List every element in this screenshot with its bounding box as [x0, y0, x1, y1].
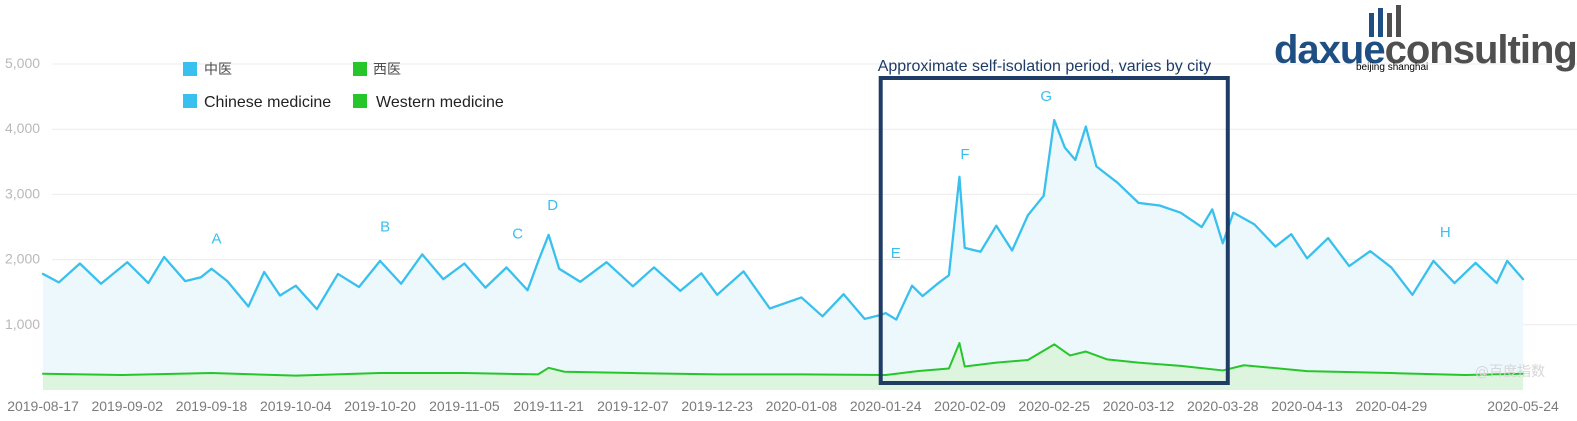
x-tick-label-2019-11-05: 2019-11-05 [429, 398, 500, 414]
self-isolation-label: Approximate self-isolation period, varie… [878, 58, 1211, 75]
x-tick-label-2020-02-09: 2020-02-09 [934, 398, 1006, 414]
brand-main-light: consulting [1385, 28, 1577, 72]
x-tick-label-2020-01-24: 2020-01-24 [850, 398, 922, 414]
logo-bar-1-icon [1369, 13, 1374, 37]
western-medicine-area [43, 343, 1523, 390]
logo-bar-3-icon [1387, 13, 1392, 37]
annotation-e: E [891, 245, 901, 262]
legend: 中医 西医 Chinese medicine Western medicine [183, 62, 504, 111]
x-tick-label-2020-02-25: 2020-02-25 [1018, 398, 1090, 414]
x-tick-label-2019-12-07: 2019-12-07 [597, 398, 669, 414]
logo-bar-2-icon [1378, 8, 1383, 37]
annotation-g: G [1040, 88, 1052, 105]
x-ticks-layer: 2019-08-17 2019-09-02 2019-09-18 2019-10-04… [7, 398, 1559, 414]
y-tick-label-3000: 3,000 [5, 185, 40, 201]
annotation-b: B [380, 219, 390, 236]
x-tick-label-2020-04-29: 2020-04-29 [1356, 398, 1428, 414]
x-tick-label-2019-09-02: 2019-09-02 [91, 398, 163, 414]
legend-swatch-western-cn [353, 62, 367, 76]
annotation-d: D [547, 197, 558, 214]
lines-layer [41, 118, 1525, 377]
y-ticks-layer: 1,000 2,000 3,000 4,000 5,000 [5, 55, 40, 332]
fills-layer [43, 120, 1523, 390]
legend-label-western-cn: 西医 [373, 62, 401, 78]
x-tick-label-2019-08-17: 2019-08-17 [7, 398, 79, 414]
x-tick-label-2020-03-28: 2020-03-28 [1187, 398, 1259, 414]
annotation-a: A [212, 230, 222, 247]
y-tick-label-5000: 5,000 [5, 55, 40, 71]
annotation-layer: A B C D E F G H [212, 88, 1451, 262]
annotation-f: F [960, 146, 969, 163]
x-tick-label-2020-03-12: 2020-03-12 [1103, 398, 1175, 414]
legend-label-chinese-cn: 中医 [204, 62, 232, 78]
x-tick-label-2020-01-08: 2020-01-08 [766, 398, 838, 414]
legend-swatch-western-en [353, 94, 367, 108]
x-tick-label-2020-05-24: 2020-05-24 [1487, 398, 1559, 414]
western-medicine-line [42, 342, 1524, 377]
x-tick-label-2019-12-23: 2019-12-23 [681, 398, 753, 414]
self-isolation-box [878, 76, 1230, 385]
y-tick-label-4000: 4,000 [5, 120, 40, 136]
legend-swatch-chinese-en [183, 94, 197, 108]
x-tick-label-2019-11-21: 2019-11-21 [513, 398, 584, 414]
x-tick-label-2019-10-20: 2019-10-20 [344, 398, 416, 414]
legend-swatch-chinese-cn [183, 62, 197, 76]
logo-bar-4-icon [1396, 5, 1401, 37]
brand-main-dark: daxue [1274, 28, 1385, 72]
annotation-h: H [1440, 224, 1451, 241]
x-tick-label-2020-04-13: 2020-04-13 [1271, 398, 1343, 414]
legend-label-western-en: Western medicine [376, 94, 504, 111]
x-tick-label-2019-09-18: 2019-09-18 [176, 398, 248, 414]
chinese-medicine-line [41, 118, 1525, 321]
y-tick-label-1000: 1,000 [5, 316, 40, 332]
brand-logo: daxueconsulting beijing shanghai [1274, 5, 1577, 73]
y-tick-label-2000: 2,000 [5, 251, 40, 267]
x-tick-label-2019-10-04: 2019-10-04 [260, 398, 332, 414]
legend-label-chinese-en: Chinese medicine [204, 94, 331, 111]
brand-logo-wordmark: daxueconsulting [1274, 28, 1577, 72]
annotation-c: C [512, 226, 523, 243]
chinese-medicine-area [43, 120, 1523, 390]
brand-subtitle: beijing shanghai [1356, 62, 1428, 73]
baidu-watermark: @百度指数 [1475, 364, 1545, 380]
